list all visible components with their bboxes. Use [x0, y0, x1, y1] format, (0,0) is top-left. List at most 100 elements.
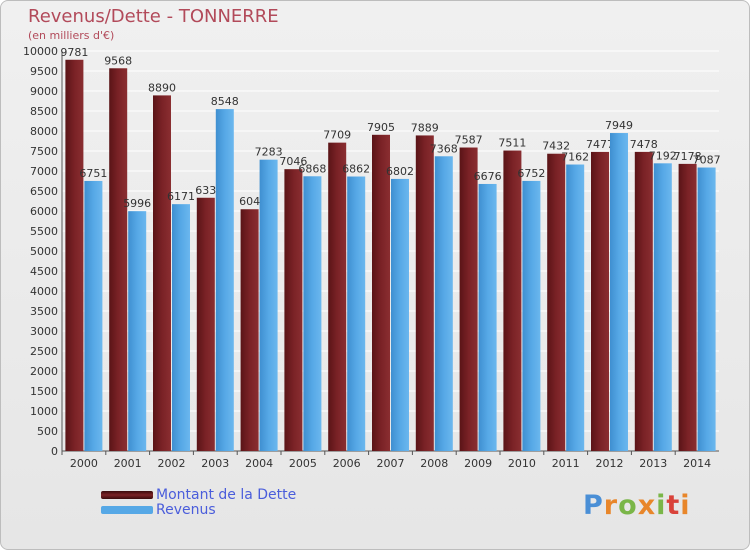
proxiti-logo: Proxiti [583, 490, 691, 521]
bar-dette [459, 147, 478, 451]
y-tick-label: 8000 [30, 125, 58, 138]
bar-dette [153, 95, 171, 452]
y-tick-label: 9500 [30, 65, 58, 78]
x-tick-label: 2004 [245, 457, 273, 470]
y-tick-label: 7000 [30, 165, 58, 178]
data-label-dette: 604 [239, 195, 260, 208]
y-tick-label: 6500 [30, 185, 58, 198]
x-tick-label: 2009 [464, 457, 492, 470]
legend-item-dette: Montant de la Dette [101, 486, 297, 503]
data-label-revenus: 7087 [693, 154, 721, 167]
bar-revenus [215, 109, 234, 451]
x-tick-label: 2013 [639, 457, 667, 470]
y-tick-label: 1500 [30, 385, 58, 398]
data-label-dette: 7889 [411, 121, 439, 134]
logo-letter: o [618, 490, 638, 521]
bar-revenus [697, 167, 716, 451]
bar-revenus [434, 156, 453, 451]
data-label-revenus: 6171 [167, 190, 195, 203]
data-label-revenus: 6752 [517, 167, 545, 180]
data-label-dette: 7587 [455, 134, 483, 147]
bar-dette [328, 142, 347, 451]
bar-dette [240, 209, 259, 451]
y-tick-label: 500 [37, 425, 58, 438]
data-label-dette: 7905 [367, 121, 395, 134]
legend-label-dette: Montant de la Dette [156, 486, 297, 503]
bar-dette [284, 169, 303, 451]
y-tick-label: 1000 [30, 405, 58, 418]
bar-revenus [84, 180, 103, 451]
bar-dette [65, 59, 84, 451]
data-label-dette: 7178 [674, 150, 702, 163]
data-label-dette: 7477 [586, 138, 614, 151]
data-label-dette: 7511 [498, 137, 526, 150]
logo-letter: i [656, 490, 667, 521]
x-tick-label: 2012 [596, 457, 624, 470]
bar-dette [591, 151, 609, 452]
y-tick-label: 6000 [30, 205, 58, 218]
data-label-dette: 7432 [542, 140, 570, 153]
logo-letter: x [637, 490, 657, 521]
bar-dette [678, 163, 697, 451]
data-label-dette: 9568 [104, 54, 132, 67]
legend-swatch-revenus [101, 505, 153, 514]
x-tick-label: 2007 [377, 457, 405, 470]
x-tick-label: 2011 [552, 457, 580, 470]
data-label-dette: 7478 [630, 138, 658, 151]
y-tick-label: 9000 [30, 85, 58, 98]
bar-dette [196, 197, 215, 451]
y-tick-label: 7500 [30, 145, 58, 158]
x-tick-label: 2000 [70, 457, 98, 470]
bar-revenus [128, 211, 147, 451]
logo-letter: t [666, 490, 681, 521]
legend-item-revenus: Revenus [101, 501, 296, 518]
data-label-dette: 9781 [60, 46, 88, 59]
chart-title: Revenus/Dette - TONNERRE [28, 6, 279, 27]
chart-subtitle: (en milliers d'€) [28, 29, 115, 42]
bar-revenus [172, 204, 190, 451]
bar-dette [634, 151, 653, 451]
logo-letter: r [603, 490, 619, 521]
x-tick-label: 2014 [683, 457, 711, 470]
data-label-revenus: 7162 [561, 151, 589, 164]
data-label-revenus: 6802 [386, 165, 414, 178]
legend-label-revenus: Revenus [156, 501, 216, 518]
y-tick-label: 3500 [30, 305, 58, 318]
bar-dette [372, 134, 390, 452]
legend-swatch-dette [101, 490, 153, 499]
x-tick-label: 2003 [201, 457, 229, 470]
bar-revenus [303, 176, 322, 451]
y-tick-label: 2000 [30, 365, 58, 378]
data-label-revenus: 7949 [605, 119, 633, 132]
bar-revenus [391, 178, 409, 452]
x-tick-label: 2010 [508, 457, 536, 470]
data-label-revenus: 8548 [211, 95, 239, 108]
y-tick-label: 5000 [30, 245, 58, 258]
data-label-revenus: 6862 [342, 163, 370, 176]
y-tick-label: 0 [51, 445, 58, 458]
y-tick-label: 10000 [23, 45, 58, 58]
logo-letter: P [583, 490, 604, 521]
bar-revenus [478, 183, 497, 451]
bar-revenus [610, 133, 628, 452]
data-label-revenus: 6868 [298, 162, 326, 175]
data-label-dette: 7046 [279, 155, 307, 168]
x-tick-label: 2006 [333, 457, 361, 470]
data-label-revenus: 6751 [79, 167, 107, 180]
bar-dette [415, 135, 434, 451]
logo-letter: i [680, 490, 691, 521]
data-label-dette: 7709 [323, 129, 351, 142]
y-tick-label: 8500 [30, 105, 58, 118]
x-tick-label: 2008 [420, 457, 448, 470]
bar-revenus [259, 159, 278, 451]
legend: Montant de la Dette Revenus [101, 486, 297, 518]
y-tick-label: 2500 [30, 345, 58, 358]
y-tick-label: 4000 [30, 285, 58, 298]
bar-dette [109, 68, 128, 451]
bar-revenus [522, 180, 541, 452]
data-label-dette: 8890 [148, 81, 176, 94]
y-tick-label: 3000 [30, 325, 58, 338]
data-label-revenus: 5996 [123, 197, 151, 210]
